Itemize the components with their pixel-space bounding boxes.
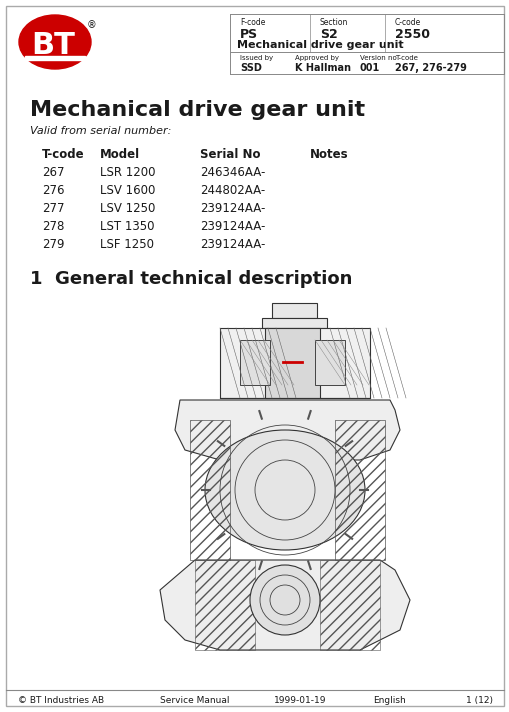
- Text: PS: PS: [240, 28, 258, 41]
- Bar: [219, 328, 369, 398]
- Text: 276: 276: [42, 184, 64, 197]
- Bar: [194, 560, 254, 650]
- Text: Serial No: Serial No: [200, 148, 260, 161]
- Text: 001: 001: [359, 63, 380, 73]
- Circle shape: [249, 565, 319, 635]
- Ellipse shape: [205, 430, 364, 550]
- Text: S2: S2: [319, 28, 337, 41]
- Text: 239124AA-: 239124AA-: [200, 238, 265, 251]
- Text: Mechanical drive gear unit: Mechanical drive gear unit: [30, 100, 364, 120]
- Text: English: English: [373, 696, 406, 705]
- Text: 1999-01-19: 1999-01-19: [273, 696, 326, 705]
- Text: LST 1350: LST 1350: [100, 220, 154, 233]
- Text: LSV 1600: LSV 1600: [100, 184, 155, 197]
- Text: LSF 1250: LSF 1250: [100, 238, 154, 251]
- Text: Model: Model: [100, 148, 140, 161]
- Text: Approved by: Approved by: [294, 55, 338, 61]
- Text: SSD: SSD: [240, 63, 261, 73]
- Bar: [319, 560, 379, 650]
- Bar: [315, 340, 344, 385]
- Text: 1 (12): 1 (12): [466, 696, 493, 705]
- Text: F-code: F-code: [240, 18, 265, 27]
- Bar: [262, 318, 326, 328]
- Polygon shape: [160, 560, 409, 650]
- Text: C-code: C-code: [394, 18, 420, 27]
- Text: Mechanical drive gear unit: Mechanical drive gear unit: [236, 40, 403, 50]
- Text: Service Manual: Service Manual: [160, 696, 229, 705]
- Text: LSV 1250: LSV 1250: [100, 202, 155, 215]
- FancyBboxPatch shape: [25, 56, 85, 60]
- Text: Section: Section: [319, 18, 348, 27]
- Text: © BT Industries AB: © BT Industries AB: [18, 696, 104, 705]
- Text: Issued by: Issued by: [240, 55, 273, 61]
- Text: 1  General technical description: 1 General technical description: [30, 270, 352, 288]
- Text: Valid from serial number:: Valid from serial number:: [30, 126, 171, 136]
- Text: 246346AA-: 246346AA-: [200, 166, 265, 179]
- Text: 278: 278: [42, 220, 64, 233]
- Text: 267: 267: [42, 166, 64, 179]
- Text: ®: ®: [87, 20, 97, 30]
- Text: 239124AA-: 239124AA-: [200, 202, 265, 215]
- Text: T-code: T-code: [42, 148, 84, 161]
- Ellipse shape: [19, 15, 91, 69]
- Polygon shape: [175, 400, 399, 460]
- Text: Notes: Notes: [309, 148, 348, 161]
- Text: LSR 1200: LSR 1200: [100, 166, 155, 179]
- Text: 267, 276-279: 267, 276-279: [394, 63, 466, 73]
- Bar: [240, 340, 269, 385]
- Bar: [271, 303, 317, 318]
- Text: 239124AA-: 239124AA-: [200, 220, 265, 233]
- Text: 277: 277: [42, 202, 64, 215]
- Bar: [265, 328, 319, 398]
- Text: K Hallman: K Hallman: [294, 63, 350, 73]
- Text: 244802AA-: 244802AA-: [200, 184, 265, 197]
- Text: 279: 279: [42, 238, 64, 251]
- Text: Version no: Version no: [359, 55, 396, 61]
- Text: 2550: 2550: [394, 28, 429, 41]
- Text: T-code: T-code: [394, 55, 417, 61]
- Text: BT: BT: [31, 31, 75, 61]
